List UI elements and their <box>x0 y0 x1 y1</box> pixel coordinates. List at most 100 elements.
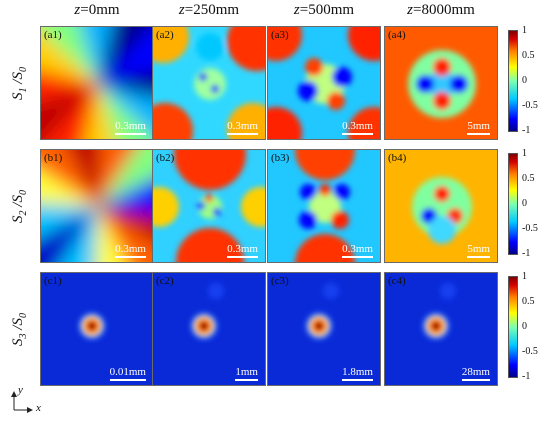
stokes-panel: (a3) 0.3mm <box>267 26 381 140</box>
column-value: =250mm <box>184 2 240 18</box>
scale-bar-line <box>115 256 146 258</box>
row-denominator: S <box>9 317 26 326</box>
scale-bar: 0.01mm <box>109 366 146 381</box>
panel-label: (c1) <box>44 275 62 287</box>
colorbar-tick: -1 <box>522 125 531 136</box>
row-label: S1 /S0 <box>6 26 32 140</box>
axis-indicator: y x <box>8 384 48 416</box>
scale-bar-line <box>342 256 373 258</box>
scale-bar-label: 5mm <box>467 243 490 255</box>
colorbar-tick: 0 <box>522 321 527 332</box>
scale-bar-label: 1mm <box>235 366 258 378</box>
row-subscript: 1 <box>17 86 29 92</box>
scale-bar-label: 0.3mm <box>342 243 373 255</box>
scale-bar-line <box>467 133 490 135</box>
row-den-subscript: 0 <box>17 312 29 318</box>
panel-field-map <box>385 27 497 139</box>
column-header: z=500mm <box>267 2 381 18</box>
column-header: z=0mm <box>40 2 154 18</box>
stokes-panel: (a1) 0.3mm <box>40 26 154 140</box>
colorbar-tick: -0.5 <box>522 223 538 234</box>
axis-y-label: y <box>18 384 23 396</box>
scale-bar: 5mm <box>467 120 490 135</box>
panel-field-map <box>153 273 265 385</box>
column-header: z=250mm <box>152 2 266 18</box>
colorbar-tick: 0.5 <box>522 173 535 184</box>
row-subscript: 3 <box>17 332 29 338</box>
panel-field-map <box>41 27 153 139</box>
row-label: S3 /S0 <box>6 272 32 386</box>
scale-bar: 5mm <box>467 243 490 258</box>
scale-bar-line <box>467 256 490 258</box>
column-var: z <box>407 2 414 18</box>
panel-field-map <box>268 150 380 262</box>
axis-x-label: x <box>36 402 41 414</box>
scale-bar-label: 28mm <box>461 366 490 378</box>
panel-label: (a4) <box>388 29 406 41</box>
colorbar-tick: 0.5 <box>522 296 535 307</box>
row-label: S2 /S0 <box>6 149 32 263</box>
row-label-text: S3 /S0 <box>9 312 29 346</box>
colorbar <box>508 153 518 255</box>
scale-bar-line <box>461 379 490 381</box>
row-den-subscript: 0 <box>17 189 29 195</box>
scale-bar-line <box>235 379 258 381</box>
stokes-panel: (c3) 1.8mm <box>267 272 381 386</box>
panel-label: (a3) <box>271 29 289 41</box>
scale-bar-label: 0.3mm <box>342 120 373 132</box>
colorbar-tick: 0 <box>522 198 527 209</box>
row-symbol: S <box>9 214 26 223</box>
scale-bar-label: 1.8mm <box>342 366 373 378</box>
scale-bar-label: 0.3mm <box>115 120 146 132</box>
row-symbol: S <box>9 91 26 100</box>
stokes-panel: (b2) 0.3mm <box>152 149 266 263</box>
scale-bar: 28mm <box>461 366 490 381</box>
scale-bar-line <box>109 379 146 381</box>
stokes-panel: (b1) 0.3mm <box>40 149 154 263</box>
stokes-panel: (b3) 0.3mm <box>267 149 381 263</box>
panel-label: (c4) <box>388 275 406 287</box>
scale-bar: 0.3mm <box>115 120 146 135</box>
panel-label: (c3) <box>271 275 289 287</box>
panel-field-map <box>268 27 380 139</box>
colorbar-tick: -0.5 <box>522 346 538 357</box>
scale-bar: 0.3mm <box>227 120 258 135</box>
panel-field-map <box>385 273 497 385</box>
panel-label: (b4) <box>388 152 407 164</box>
panel-field-map <box>268 273 380 385</box>
row-denominator: S <box>9 71 26 80</box>
scale-bar: 0.3mm <box>342 120 373 135</box>
panel-field-map <box>153 27 265 139</box>
scale-bar-line <box>342 133 373 135</box>
column-var: z <box>74 2 81 18</box>
column-header: z=8000mm <box>384 2 498 18</box>
colorbar <box>508 276 518 378</box>
scale-bar-label: 0.3mm <box>115 243 146 255</box>
column-value: =500mm <box>299 2 355 18</box>
row-den-subscript: 0 <box>17 66 29 72</box>
stokes-panel: (a4) 5mm <box>384 26 498 140</box>
row-label-text: S2 /S0 <box>9 189 29 223</box>
axis-arrows <box>11 391 33 413</box>
scale-bar-line <box>227 133 258 135</box>
panel-field-map <box>153 150 265 262</box>
scale-bar-line <box>342 379 373 381</box>
panel-label: (a2) <box>156 29 174 41</box>
scale-bar-label: 5mm <box>467 120 490 132</box>
scale-bar-line <box>115 133 146 135</box>
stokes-panel: (c4) 28mm <box>384 272 498 386</box>
row-label-text: S1 /S0 <box>9 66 29 100</box>
column-value: =0mm <box>80 2 120 18</box>
scale-bar: 0.3mm <box>227 243 258 258</box>
panel-label: (c2) <box>156 275 174 287</box>
colorbar-tick: 0.5 <box>522 50 535 61</box>
stokes-panel: (a2) 0.3mm <box>152 26 266 140</box>
colorbar-tick: 0 <box>522 75 527 86</box>
row-subscript: 2 <box>17 209 29 215</box>
colorbar <box>508 30 518 132</box>
panel-field-map <box>385 150 497 262</box>
stokes-panel: (b4) 5mm <box>384 149 498 263</box>
stokes-panel: (c2) 1mm <box>152 272 266 386</box>
column-var: z <box>293 2 300 18</box>
colorbar-tick: -1 <box>522 371 531 382</box>
